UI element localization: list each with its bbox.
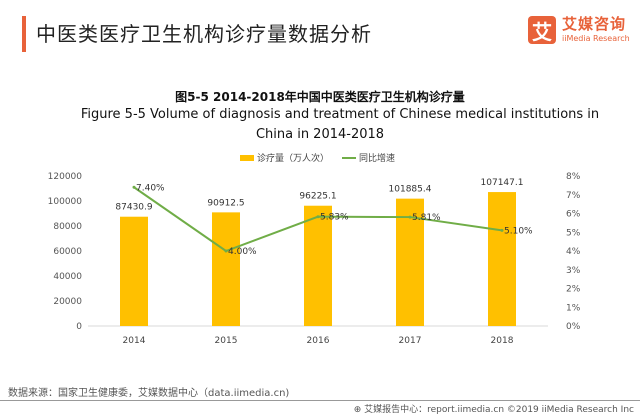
bar-2015 — [212, 212, 240, 326]
bar-2016 — [304, 205, 332, 326]
report-center-icon: ⊕ — [353, 405, 362, 415]
y-left-tick-label: 60000 — [53, 247, 82, 257]
y-left-tick-label: 80000 — [53, 222, 82, 232]
footer-credit-text: 艾媒报告中心：report.iimedia.cn ©2019 iiMedia R… — [364, 405, 634, 415]
growth-point-2016 — [316, 215, 320, 219]
y-left-tick-label: 40000 — [53, 272, 82, 282]
bar-value-label: 101885.4 — [389, 185, 432, 195]
y-left-tick-label: 100000 — [48, 197, 83, 207]
growth-point-2018 — [500, 228, 504, 232]
bar-2014 — [120, 216, 148, 326]
bar-value-label: 90912.5 — [207, 198, 244, 208]
growth-value-label: 5.10% — [504, 226, 533, 236]
footer-divider — [0, 400, 640, 401]
y-right-tick-label: 2% — [566, 285, 581, 295]
legend-bar-swatch — [240, 155, 254, 161]
y-right-tick-label: 7% — [566, 191, 581, 201]
y-right-tick-label: 8% — [566, 172, 581, 182]
y-right-tick-label: 3% — [566, 266, 581, 276]
logo-en-text: iiMedia Research — [562, 34, 630, 43]
growth-value-label: 5.83% — [320, 213, 349, 223]
growth-point-2014 — [132, 185, 136, 189]
y-left-tick-label: 120000 — [48, 172, 83, 182]
page-title: 中医类医疗卫生机构诊疗量数据分析 — [36, 22, 372, 46]
chart-subtitle-line2: China in 2014-2018 — [255, 127, 385, 142]
y-right-tick-label: 4% — [566, 247, 581, 257]
x-tick-label: 2015 — [215, 336, 238, 346]
iimedia-logo: 艾 艾媒咨询 iiMedia Research — [528, 16, 630, 44]
growth-point-2015 — [224, 249, 228, 253]
y-right-tick-label: 5% — [566, 228, 581, 238]
growth-point-2017 — [408, 215, 412, 219]
bar-value-label: 107147.1 — [481, 178, 524, 188]
growth-value-label: 4.00% — [228, 247, 257, 257]
legend-bar-label: 诊疗量（万人次） — [257, 152, 329, 164]
title-accent-bar — [22, 16, 26, 52]
chart-subtitle-line1: Figure 5-5 Volume of diagnosis and treat… — [80, 107, 600, 122]
logo-mark-icon: 艾 — [528, 16, 556, 44]
footer-credit: ⊕ 艾媒报告中心：report.iimedia.cn ©2019 iiMedia… — [354, 402, 634, 415]
y-right-tick-label: 1% — [566, 303, 581, 313]
x-tick-label: 2017 — [399, 336, 422, 346]
logo-cn-text: 艾媒咨询 — [562, 15, 627, 33]
bar-2018 — [488, 192, 516, 326]
bar-value-label: 87430.9 — [115, 203, 152, 213]
y-left-tick-label: 20000 — [53, 297, 82, 307]
y-right-tick-label: 6% — [566, 210, 581, 220]
x-tick-label: 2018 — [491, 336, 514, 346]
y-left-tick-label: 0 — [76, 322, 82, 332]
growth-value-label: 5.81% — [412, 213, 441, 223]
data-source: 数据来源：国家卫生健康委，艾媒数据中心（data.iimedia.cn) — [8, 388, 290, 399]
y-right-tick-label: 0% — [566, 322, 581, 332]
x-tick-label: 2014 — [123, 336, 146, 346]
bar-value-label: 96225.1 — [299, 192, 336, 202]
growth-value-label: 7.40% — [136, 183, 165, 193]
legend-line-label: 同比增速 — [359, 152, 395, 164]
bar-2017 — [396, 198, 424, 326]
chart-svg: 诊疗量（万人次） 同比增速 0 20000 40000 60000 80000 100000 1… — [48, 152, 581, 346]
x-tick-label: 2016 — [307, 336, 330, 346]
chart-title: 图5-5 2014-2018年中国中医类医疗卫生机构诊疗量 — [175, 90, 465, 104]
